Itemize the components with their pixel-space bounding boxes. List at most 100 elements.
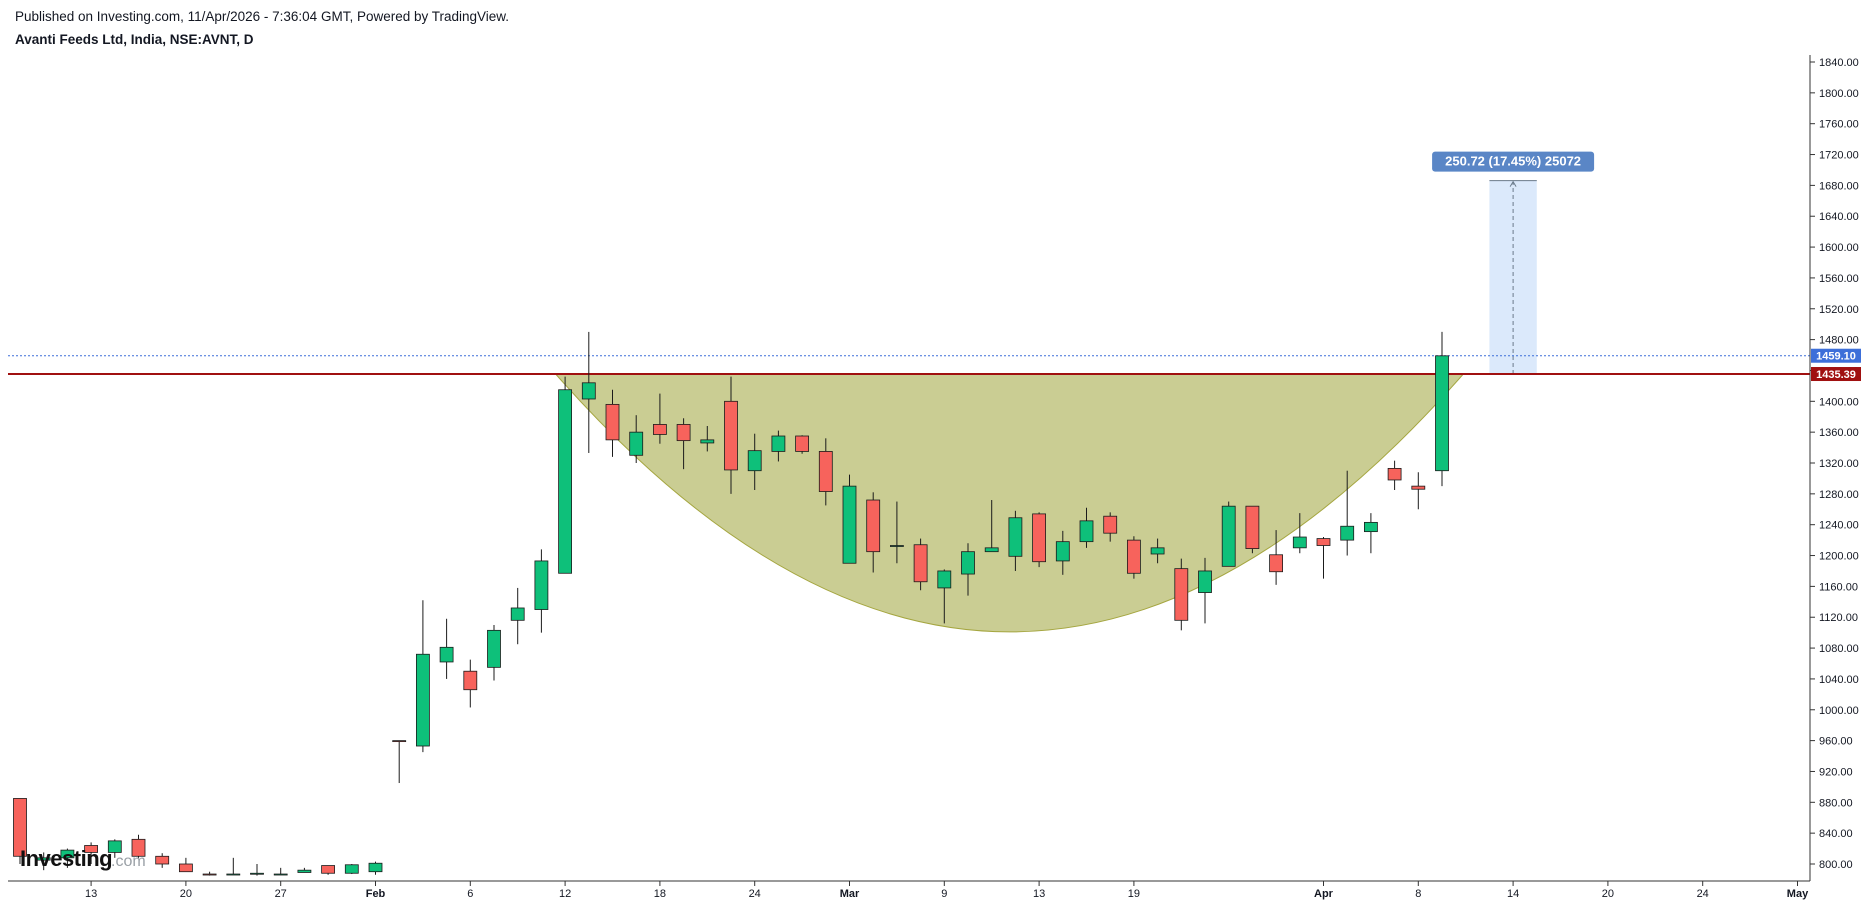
candle-body [1127, 539, 1141, 574]
candle[interactable] [581, 331, 596, 453]
candle[interactable] [226, 857, 241, 876]
measure-arrow-head [1509, 180, 1517, 187]
candle[interactable] [1387, 460, 1402, 490]
candle[interactable] [107, 839, 122, 858]
candle[interactable] [1269, 530, 1283, 585]
candle-body [866, 499, 881, 553]
candle[interactable] [36, 852, 51, 871]
candle[interactable] [842, 474, 857, 564]
candle[interactable] [178, 857, 193, 873]
candle-body [984, 547, 999, 553]
candle[interactable] [913, 538, 928, 591]
candle[interactable] [13, 798, 27, 864]
candle[interactable] [1055, 530, 1070, 575]
candle[interactable] [297, 867, 312, 873]
candle[interactable] [771, 430, 786, 462]
published-info: Published on Investing.com, 11/Apr/2026 … [15, 9, 510, 24]
candle[interactable] [510, 587, 525, 645]
x-tick-label: 13 [1033, 888, 1045, 900]
y-tick-label: 1520.00 [1819, 304, 1859, 316]
candle[interactable] [629, 415, 644, 463]
x-tick-label: 20 [1602, 888, 1614, 900]
level-label-box-last [1811, 348, 1861, 363]
candle[interactable] [344, 864, 359, 875]
candle-body [771, 435, 786, 452]
candle[interactable] [250, 864, 264, 876]
candle[interactable] [273, 867, 288, 876]
candle[interactable] [392, 740, 407, 784]
candle[interactable] [1411, 472, 1426, 510]
candle[interactable] [1364, 513, 1378, 554]
candle-body [629, 431, 644, 456]
candle[interactable] [890, 501, 904, 564]
x-tick-label: Apr [1314, 888, 1334, 900]
candle[interactable] [415, 600, 430, 753]
candle-body [605, 403, 620, 441]
x-tick-label: 14 [1507, 888, 1519, 900]
y-tick-label: 1840.00 [1819, 57, 1859, 69]
candle[interactable] [1174, 558, 1189, 631]
candle[interactable] [1221, 501, 1236, 567]
candle[interactable] [1079, 507, 1094, 548]
candle-body [1055, 541, 1070, 562]
candle[interactable] [795, 435, 809, 454]
candle[interactable] [1032, 512, 1046, 568]
candle[interactable] [1150, 538, 1165, 564]
candle[interactable] [1292, 513, 1307, 554]
candle-body [155, 855, 170, 865]
candle[interactable] [84, 842, 98, 864]
candle[interactable] [439, 618, 454, 679]
candle-body [1387, 467, 1402, 481]
candle[interactable] [558, 376, 572, 574]
y-tick-label: 1640.00 [1819, 211, 1859, 223]
candle-body [415, 653, 430, 747]
candle[interactable] [1245, 505, 1260, 554]
candle[interactable] [866, 492, 881, 573]
candle-body [1340, 525, 1355, 541]
candle[interactable] [676, 418, 691, 470]
candle-body [510, 607, 525, 621]
candle[interactable] [1008, 510, 1023, 571]
candles-layer[interactable] [13, 331, 1449, 876]
candle[interactable] [1127, 536, 1141, 579]
candle[interactable] [937, 569, 952, 624]
candle[interactable] [724, 376, 738, 494]
candle[interactable] [534, 549, 549, 633]
cup-pattern [554, 373, 1465, 633]
measure-label-box [1432, 151, 1595, 172]
candle-body [558, 389, 572, 574]
candle[interactable] [368, 861, 383, 875]
candle[interactable] [487, 624, 501, 681]
candle-body [487, 629, 501, 668]
candle[interactable] [1340, 470, 1355, 556]
candle[interactable] [131, 834, 146, 858]
candle-body [250, 872, 264, 875]
y-tick-label: 960.00 [1819, 736, 1853, 748]
candle-body [534, 560, 549, 610]
candle[interactable] [961, 543, 975, 596]
candle[interactable] [60, 848, 75, 868]
x-tick-label: Mar [840, 888, 860, 900]
candle[interactable] [605, 389, 620, 457]
candle-body [273, 873, 288, 876]
candle-body [1316, 538, 1331, 546]
candle[interactable] [155, 853, 170, 868]
candle[interactable] [1316, 537, 1331, 579]
logo-text: Investing [20, 846, 112, 871]
candle[interactable] [202, 871, 217, 876]
y-tick-label: 1800.00 [1819, 88, 1859, 100]
candle[interactable] [653, 393, 667, 444]
candle[interactable] [700, 425, 715, 452]
y-tick-label: 1760.00 [1819, 119, 1859, 131]
candle[interactable] [984, 500, 999, 553]
y-tick-label: 1680.00 [1819, 180, 1859, 192]
candle[interactable] [818, 438, 833, 506]
candle[interactable] [1103, 512, 1118, 542]
candle[interactable] [321, 865, 336, 875]
candle[interactable] [747, 433, 762, 490]
candle[interactable] [463, 659, 478, 708]
candle-body [795, 435, 809, 452]
candle[interactable] [1435, 331, 1449, 487]
candle[interactable] [1198, 557, 1212, 624]
